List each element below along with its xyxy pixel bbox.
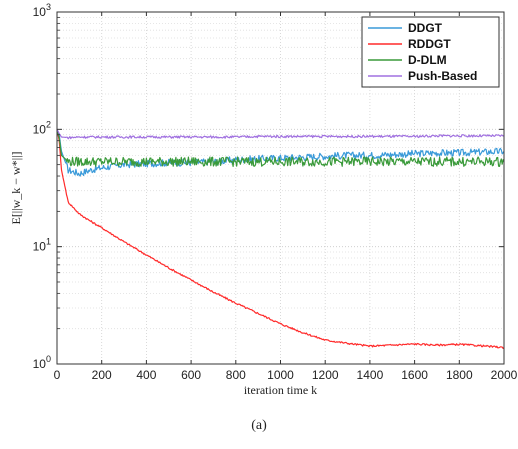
x-axis-label: iteration time k — [244, 383, 317, 397]
y-tick-label: 101 — [33, 237, 51, 254]
series-line-d-dlm — [56, 129, 505, 167]
x-tick-label: 1600 — [401, 368, 428, 382]
x-tick-label: 1800 — [446, 368, 473, 382]
legend-label: Push-Based — [408, 69, 477, 83]
axis-ticks: 0 200 400 600 800 1000 1200 1400 1600 1800 2000 100… — [33, 2, 518, 382]
legend-label: RDDGT — [408, 37, 451, 51]
x-tick-label: 1000 — [267, 368, 294, 382]
y-tick-label: 103 — [33, 2, 51, 19]
y-tick-label: 100 — [33, 354, 51, 371]
x-tick-label: 400 — [136, 368, 156, 382]
y-axis-label: E[||w_k − w*||] — [9, 151, 23, 224]
x-tick-label: 2000 — [491, 368, 518, 382]
x-tick-label: 800 — [226, 368, 246, 382]
x-tick-label: 200 — [92, 368, 112, 382]
legend-label: DDGT — [408, 21, 443, 35]
x-tick-label: 600 — [181, 368, 201, 382]
y-tick-label: 102 — [33, 119, 51, 136]
figure-caption: (a) — [251, 418, 267, 433]
legend-label: D-DLM — [408, 53, 447, 67]
x-tick-label: 1400 — [357, 368, 384, 382]
series-line-ddgt — [56, 129, 505, 177]
series-line-push-based — [56, 129, 505, 140]
x-tick-label: 1200 — [312, 368, 339, 382]
x-tick-label: 0 — [54, 368, 61, 382]
series-line-rddgt — [56, 129, 505, 349]
legend: DDGT RDDGT D-DLM Push-Based — [361, 16, 500, 88]
series-lines — [56, 129, 505, 349]
axis-labels: iteration time k E[||w_k − w*||] — [9, 151, 317, 397]
